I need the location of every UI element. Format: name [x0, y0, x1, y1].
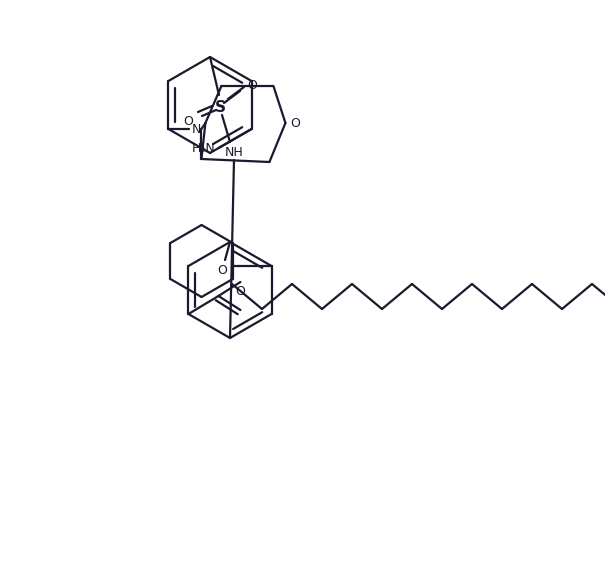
Text: O: O — [217, 264, 227, 277]
Text: S: S — [215, 99, 226, 114]
Text: O: O — [183, 114, 193, 127]
Text: NH: NH — [224, 145, 243, 159]
Text: O: O — [290, 117, 300, 130]
Text: N: N — [192, 122, 201, 136]
Text: O: O — [247, 79, 257, 91]
Text: H₂N: H₂N — [192, 141, 215, 154]
Text: O: O — [235, 285, 246, 298]
